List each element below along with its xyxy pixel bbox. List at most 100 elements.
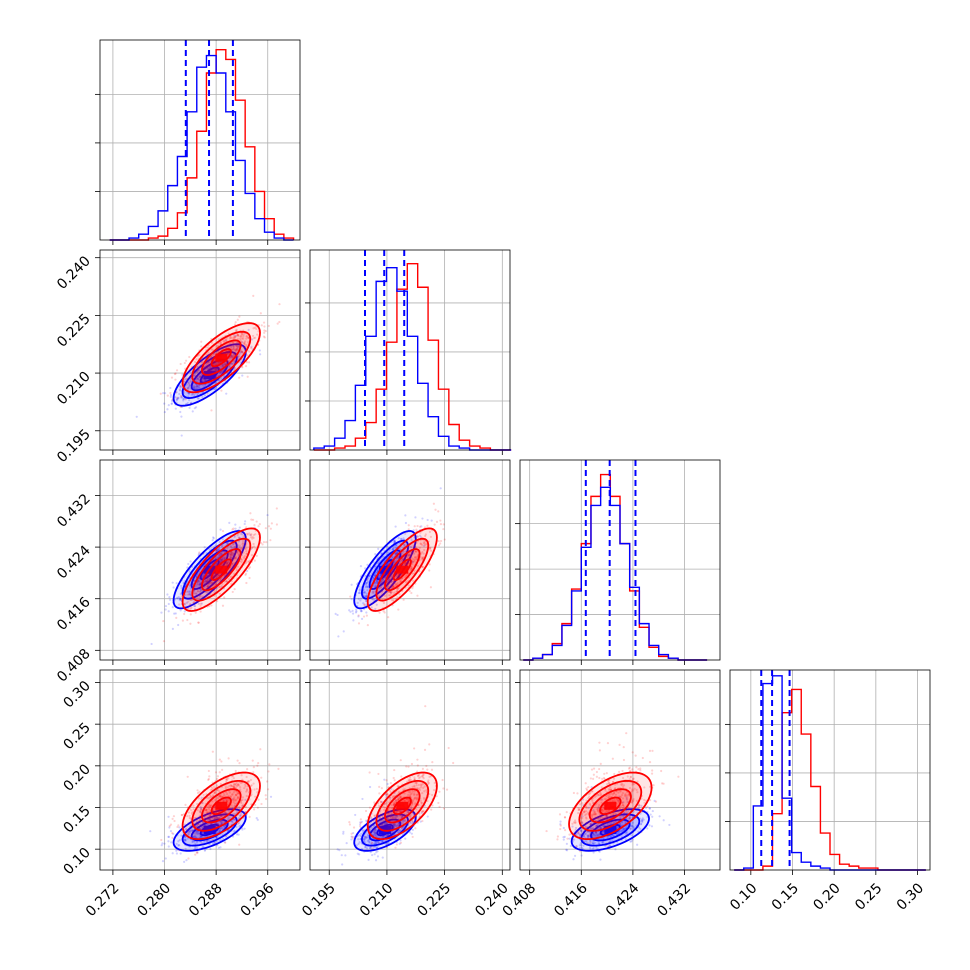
scatter-point bbox=[177, 595, 180, 599]
scatter-point bbox=[363, 591, 366, 594]
scatter-point bbox=[167, 835, 170, 838]
scatter-point bbox=[218, 554, 221, 557]
scatter-point bbox=[180, 396, 183, 399]
scatter-point bbox=[205, 840, 208, 843]
scatter-point bbox=[193, 407, 196, 410]
scatter-point bbox=[226, 829, 230, 832]
scatter-point bbox=[250, 518, 253, 521]
scatter-point bbox=[238, 526, 241, 529]
scatter-point bbox=[231, 347, 235, 351]
scatter-point bbox=[258, 349, 261, 352]
scatter-point bbox=[426, 815, 429, 818]
scatter-point bbox=[170, 402, 173, 406]
scatter-point bbox=[243, 522, 246, 526]
scatter-point bbox=[218, 553, 221, 556]
scatter-point bbox=[415, 557, 418, 561]
scatter-point bbox=[374, 859, 378, 862]
scatter-point bbox=[234, 523, 237, 526]
scatter-point bbox=[358, 589, 361, 592]
scatter-point bbox=[198, 551, 201, 554]
scatter-point bbox=[223, 340, 226, 344]
scatter-point bbox=[244, 785, 247, 788]
scatter-point bbox=[374, 573, 377, 576]
scatter-point bbox=[188, 406, 191, 409]
scatter-point bbox=[199, 810, 202, 814]
scatter-point bbox=[208, 775, 211, 778]
scatter-point bbox=[400, 815, 404, 818]
x-tick-label: 0.20 bbox=[810, 880, 843, 913]
scatter-point bbox=[226, 786, 229, 789]
scatter-point bbox=[418, 534, 422, 537]
scatter-point bbox=[198, 378, 201, 381]
scatter-point bbox=[212, 785, 216, 788]
scatter-point bbox=[403, 543, 407, 547]
scatter-point bbox=[397, 573, 400, 576]
scatter-point bbox=[189, 380, 192, 383]
scatter-point bbox=[218, 771, 221, 774]
scatter-point bbox=[171, 627, 174, 630]
scatter-point bbox=[228, 784, 231, 788]
scatter-point bbox=[375, 581, 378, 584]
scatter-point bbox=[187, 857, 190, 860]
scatter-point bbox=[398, 593, 401, 596]
scatter-point bbox=[392, 776, 395, 780]
scatter-point bbox=[179, 597, 182, 601]
scatter-point bbox=[360, 610, 363, 613]
scatter-point bbox=[229, 557, 233, 560]
scatter-point bbox=[212, 536, 215, 539]
scatter-point bbox=[397, 536, 400, 540]
scatter-point bbox=[230, 551, 233, 554]
scatter-point bbox=[393, 823, 396, 826]
scatter-point bbox=[365, 611, 368, 614]
scatter-point bbox=[190, 606, 193, 609]
scatter-point bbox=[234, 799, 237, 802]
x-tick-label: 0.280 bbox=[134, 880, 174, 920]
scatter-point bbox=[407, 556, 410, 559]
scatter-point bbox=[419, 542, 423, 545]
scatter-point bbox=[197, 602, 200, 605]
scatter-point bbox=[199, 582, 202, 585]
scatter-point bbox=[372, 577, 375, 580]
scatter-point bbox=[402, 820, 405, 823]
scatter-point bbox=[225, 579, 228, 583]
scatter-point bbox=[387, 578, 390, 581]
scatter-point bbox=[178, 838, 181, 842]
scatter-point bbox=[199, 583, 202, 586]
scatter-point bbox=[178, 388, 181, 391]
scatter-point bbox=[216, 599, 219, 603]
scatter-point bbox=[432, 502, 435, 505]
scatter-point bbox=[393, 561, 396, 564]
scatter-point bbox=[254, 336, 257, 339]
scatter-point bbox=[203, 546, 206, 549]
scatter-point bbox=[221, 365, 225, 368]
scatter-point bbox=[352, 619, 355, 622]
scatter-point bbox=[247, 336, 250, 339]
scatter-point bbox=[255, 816, 258, 820]
scatter-point bbox=[256, 818, 259, 821]
scatter-point bbox=[226, 541, 229, 545]
scatter-point bbox=[276, 322, 279, 325]
scatter-point bbox=[209, 804, 212, 807]
scatter-point bbox=[235, 557, 238, 560]
scatter-point bbox=[354, 611, 358, 614]
scatter-point bbox=[225, 561, 229, 564]
scatter-point bbox=[162, 392, 165, 395]
scatter-point bbox=[242, 333, 245, 336]
scatter-point bbox=[405, 574, 408, 578]
scatter-point bbox=[396, 551, 399, 554]
scatter-point bbox=[196, 596, 199, 600]
scatter-point bbox=[209, 814, 212, 817]
scatter-point bbox=[241, 332, 244, 335]
scatter-point bbox=[209, 581, 213, 585]
scatter-point bbox=[206, 811, 209, 814]
scatter-point bbox=[226, 778, 229, 781]
scatter-point bbox=[381, 578, 384, 582]
scatter-point bbox=[414, 549, 417, 553]
scatter-point bbox=[221, 363, 224, 367]
scatter-point bbox=[170, 841, 173, 844]
scatter-point bbox=[231, 547, 234, 550]
scatter-point bbox=[375, 580, 378, 583]
scatter-point bbox=[184, 602, 187, 605]
scatter-point bbox=[204, 383, 207, 386]
scatter-point bbox=[195, 819, 199, 822]
